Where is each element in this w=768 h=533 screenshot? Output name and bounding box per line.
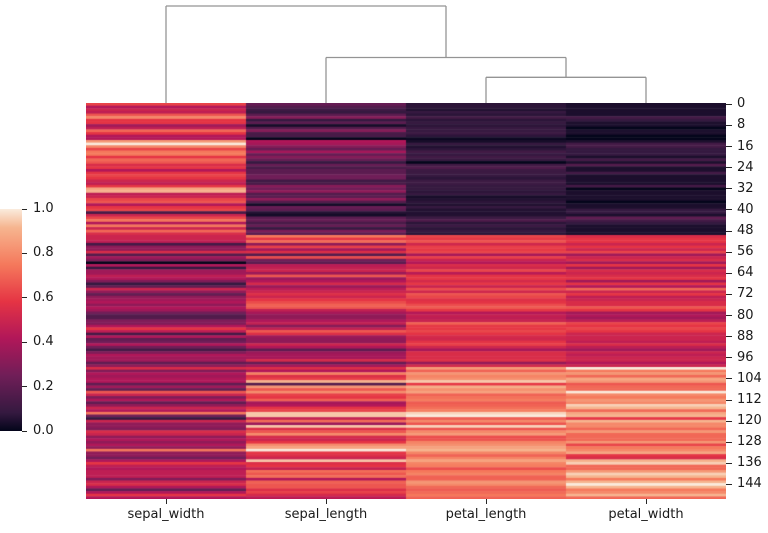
column-label-sepal_length: sepal_length: [284, 507, 368, 522]
row-tick-mark: [726, 399, 732, 401]
row-tick-label: 136: [737, 455, 762, 471]
row-tick-mark: [726, 357, 732, 359]
row-tick-label: 128: [737, 434, 762, 450]
row-tick-mark: [726, 146, 732, 148]
heatmap: [86, 103, 726, 499]
colorbar-tick-mark: [22, 208, 27, 210]
row-tick-mark: [726, 167, 732, 169]
colorbar-tick-mark: [22, 297, 27, 299]
colorbar-tick-label: 0.4: [33, 334, 54, 350]
colorbar-tick-label: 0.8: [33, 245, 54, 261]
column-tick-mark: [325, 499, 327, 504]
row-tick-label: 144: [737, 476, 762, 492]
row-tick-label: 88: [737, 328, 754, 344]
row-tick-label: 8: [737, 117, 746, 133]
colorbar: [0, 209, 22, 431]
row-tick-mark: [726, 378, 732, 380]
column-label-petal_length: petal_length: [445, 507, 527, 522]
colorbar-tick-mark: [22, 386, 27, 388]
row-tick-label: 32: [737, 180, 754, 196]
row-tick-label: 72: [737, 286, 754, 302]
row-tick-mark: [726, 230, 732, 232]
row-tick-mark: [726, 462, 732, 464]
colorbar-tick-label: 0.0: [33, 423, 54, 438]
row-tick-label: 112: [737, 392, 762, 407]
row-tick-label: 96: [737, 349, 754, 365]
colorbar-tick-label: 0.2: [33, 378, 54, 394]
column-tick-mark: [485, 499, 487, 504]
row-tick-mark: [726, 188, 732, 190]
row-tick-label: 16: [737, 138, 754, 154]
row-tick-mark: [726, 293, 732, 295]
row-tick-mark: [726, 483, 732, 485]
colorbar-tick-mark: [22, 341, 27, 343]
row-tick-mark: [726, 209, 732, 211]
colorbar-tick-label: 1.0: [33, 201, 54, 216]
row-tick-mark: [726, 124, 732, 126]
row-tick-label: 0: [737, 96, 746, 112]
row-tick-mark: [726, 441, 732, 443]
row-tick-label: 120: [737, 413, 762, 429]
column-tick-mark: [165, 499, 167, 504]
colorbar-tick-mark: [22, 252, 27, 254]
row-tick-mark: [726, 420, 732, 422]
row-tick-label: 80: [737, 307, 754, 323]
row-tick-label: 48: [737, 223, 754, 239]
row-tick-label: 40: [737, 201, 754, 217]
column-tick-mark: [645, 499, 647, 504]
row-tick-label: 56: [737, 244, 754, 260]
row-tick-mark: [726, 315, 732, 317]
row-tick-mark: [726, 272, 732, 274]
colorbar-tick-label: 0.6: [33, 289, 54, 305]
column-label-sepal_width: sepal_width: [127, 507, 205, 522]
column-label-petal_width: petal_width: [608, 507, 684, 522]
row-tick-label: 64: [737, 265, 754, 281]
row-tick-mark: [726, 336, 732, 338]
row-tick-mark: [726, 251, 732, 253]
row-tick-mark: [726, 103, 732, 105]
colorbar-tick-mark: [22, 430, 27, 432]
row-tick-label: 24: [737, 159, 754, 175]
row-tick-label: 104: [737, 370, 762, 386]
